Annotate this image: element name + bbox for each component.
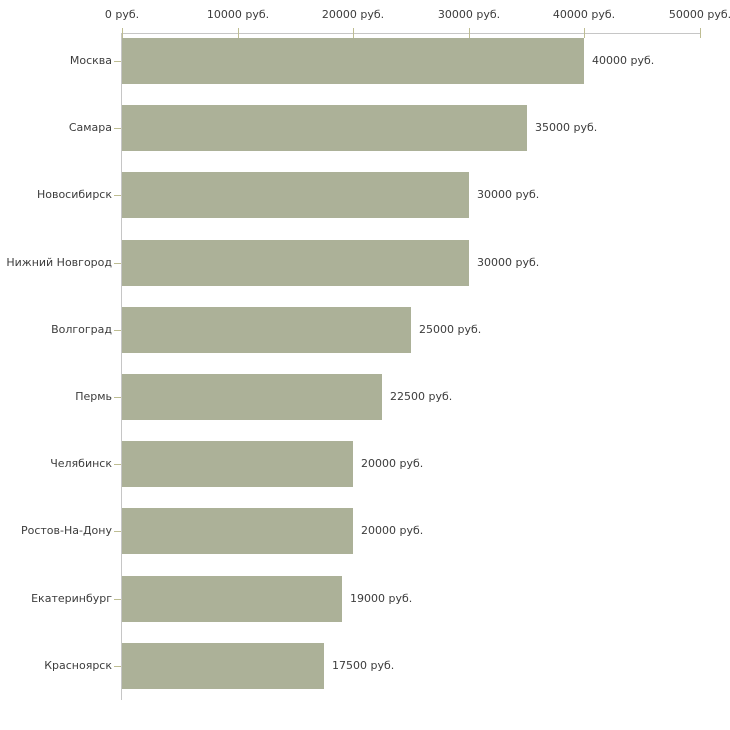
category-label: Пермь: [75, 390, 112, 403]
x-tick-icon: [584, 28, 585, 38]
y-axis-line: [121, 33, 122, 700]
x-tick-label: 0 руб.: [104, 8, 140, 21]
bar: [122, 508, 353, 554]
category-label: Москва: [69, 54, 112, 67]
x-tick-label: 50000 руб.: [668, 8, 730, 21]
category-label: Челябинск: [50, 457, 112, 470]
category-label: Нижний Новгород: [6, 256, 112, 269]
bar: [122, 643, 324, 689]
category-tick-icon: [114, 195, 121, 196]
x-tick-label: 20000 руб.: [321, 8, 385, 21]
value-label: 40000 руб.: [592, 54, 655, 67]
x-tick-icon: [353, 28, 354, 38]
x-tick-label: 30000 руб.: [437, 8, 501, 21]
category-label: Самара: [68, 121, 112, 134]
x-axis-line: [122, 33, 700, 34]
category-label: Красноярск: [44, 659, 112, 672]
value-label: 19000 руб.: [350, 592, 413, 605]
bar: [122, 172, 469, 218]
category-label: Екатеринбург: [31, 592, 112, 605]
category-tick-icon: [114, 666, 121, 667]
value-label: 20000 руб.: [361, 457, 424, 470]
x-tick-icon: [469, 28, 470, 38]
value-label: 25000 руб.: [419, 323, 482, 336]
x-tick-icon: [238, 28, 239, 38]
bar: [122, 307, 411, 353]
x-tick-icon: [122, 28, 123, 38]
category-tick-icon: [114, 263, 121, 264]
bar: [122, 441, 353, 487]
value-label: 22500 руб.: [390, 390, 453, 403]
category-tick-icon: [114, 128, 121, 129]
value-label: 30000 руб.: [477, 188, 540, 201]
bar: [122, 105, 527, 151]
category-tick-icon: [114, 599, 121, 600]
value-label: 17500 руб.: [332, 659, 395, 672]
value-label: 35000 руб.: [535, 121, 598, 134]
bar: [122, 38, 584, 84]
category-tick-icon: [114, 531, 121, 532]
category-tick-icon: [114, 397, 121, 398]
category-label: Ростов-На-Дону: [20, 524, 112, 537]
category-label: Волгоград: [51, 323, 112, 336]
bar: [122, 576, 342, 622]
category-tick-icon: [114, 464, 121, 465]
category-label: Новосибирск: [36, 188, 112, 201]
value-label: 20000 руб.: [361, 524, 424, 537]
bar: [122, 374, 382, 420]
bar: [122, 240, 469, 286]
value-label: 30000 руб.: [477, 256, 540, 269]
x-tick-icon: [700, 28, 701, 38]
category-tick-icon: [114, 61, 121, 62]
x-tick-label: 10000 руб.: [206, 8, 270, 21]
category-tick-icon: [114, 330, 121, 331]
x-tick-label: 40000 руб.: [552, 8, 616, 21]
